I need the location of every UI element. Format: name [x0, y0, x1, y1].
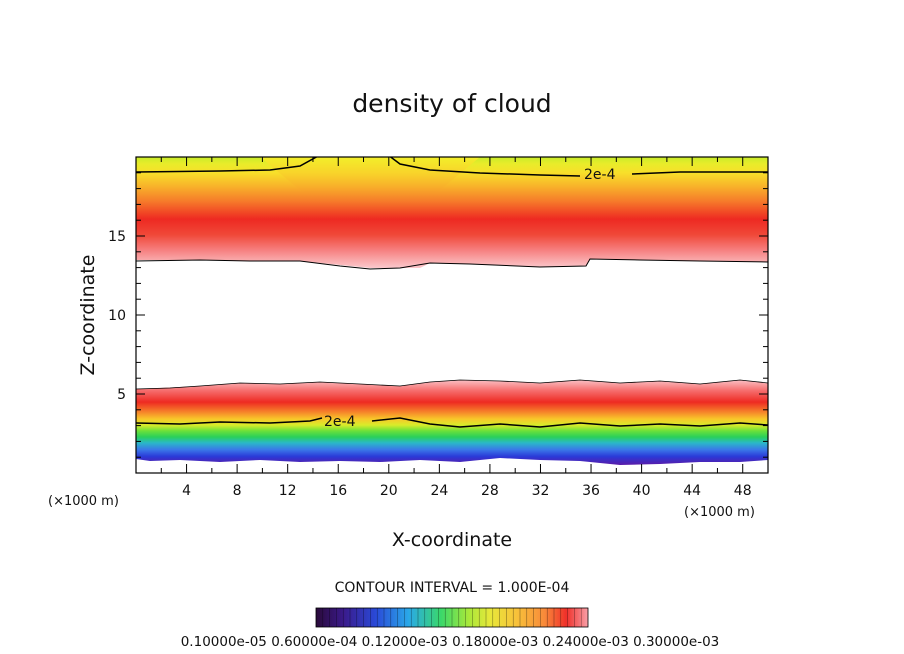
x-axis-label: X-coordinate: [392, 529, 512, 551]
y-axis-ticks: 5 10 15: [108, 172, 768, 458]
lower-cloud-layer: [136, 380, 768, 465]
x-tick-label: 48: [734, 483, 752, 499]
contour-line-lower-top: [136, 379, 768, 390]
y-tick-label: 15: [108, 229, 126, 245]
contour-line-lower: [136, 417, 768, 428]
contour-label-lower: 2e-4: [324, 414, 356, 430]
contour-line-upper-right: [389, 157, 768, 177]
y-tick-label: 5: [117, 387, 126, 403]
colorbar-labels: 0.10000e-05 0.60000e-04 0.12000e-03 0.18…: [181, 634, 720, 650]
x-tick-label: 20: [380, 483, 398, 499]
x-unit-label: (×1000 m): [684, 505, 755, 520]
contour-line-upper-bottom: [136, 258, 768, 270]
x-tick-label: 36: [582, 483, 600, 499]
x-tick-label: 32: [532, 483, 550, 499]
x-tick-label: 8: [233, 483, 242, 499]
x-tick-label: 24: [430, 483, 448, 499]
plot-area: [136, 157, 768, 473]
x-tick-label: 16: [329, 483, 347, 499]
contour-label-upper: 2e-4: [584, 167, 616, 183]
contour-line-upper: [136, 157, 318, 173]
y-axis-label: Z-coordinate: [77, 255, 99, 376]
y-unit-label: (×1000 m): [48, 494, 119, 509]
x-tick-label: 28: [481, 483, 499, 499]
x-axis-ticks: 4 8 12 16 20 24 28 32 36 40 44 48: [160, 157, 752, 499]
x-tick-label: 12: [279, 483, 297, 499]
colorbar-ticks: [322, 608, 582, 627]
chart-title: density of cloud: [352, 89, 551, 118]
x-tick-label: 44: [683, 483, 701, 499]
x-tick-label: 4: [182, 483, 191, 499]
x-tick-label: 40: [633, 483, 651, 499]
y-tick-label: 10: [108, 308, 126, 324]
upper-cloud-center-bulge: [260, 157, 480, 210]
contour-interval-text: CONTOUR INTERVAL = 1.000E-04: [335, 580, 570, 596]
